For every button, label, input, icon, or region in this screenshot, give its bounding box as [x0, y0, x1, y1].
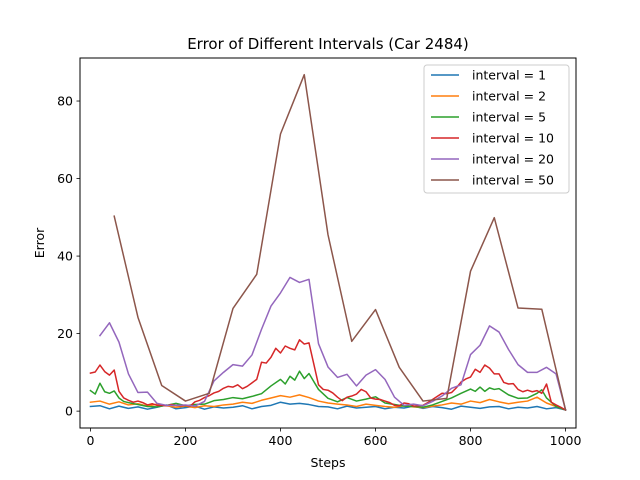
legend-box	[423, 64, 570, 194]
x-tick-label: 400	[269, 433, 293, 448]
chart-title: Error of Different Intervals (Car 2484)	[187, 35, 469, 53]
x-axis-ticks: 0 200 400 600 800 1000	[86, 428, 582, 448]
series-line-5	[98, 276, 567, 411]
x-tick-label: 0	[86, 433, 94, 448]
legend: interval = 1 interval = 2 interval = 5 inte…	[423, 64, 570, 194]
legend-label-2: interval = 2	[472, 89, 546, 104]
plot-area	[89, 73, 567, 411]
legend-label-6: interval = 50	[472, 173, 554, 188]
y-tick-label: 0	[65, 404, 73, 419]
legend-label-4: interval = 10	[472, 131, 554, 146]
y-tick-label: 60	[57, 171, 73, 186]
y-tick-label: 40	[57, 249, 73, 264]
plot-frame	[79, 57, 577, 429]
legend-label-1: interval = 1	[472, 68, 546, 83]
y-tick-label: 20	[57, 326, 73, 341]
series-line-2	[89, 394, 567, 411]
series-line-3	[89, 370, 567, 411]
x-axis-label: Steps	[311, 455, 346, 470]
x-tick-label: 600	[364, 433, 388, 448]
x-tick-label: 1000	[550, 433, 582, 448]
y-axis-ticks: 0 20 40 60 80	[57, 94, 80, 419]
x-tick-label: 800	[459, 433, 483, 448]
y-tick-label: 80	[57, 94, 73, 109]
legend-label-5: interval = 20	[472, 152, 554, 167]
y-axis-label: Error	[32, 227, 47, 258]
x-tick-label: 200	[174, 433, 198, 448]
legend-label-3: interval = 5	[472, 110, 546, 125]
series-line-6	[113, 73, 567, 411]
